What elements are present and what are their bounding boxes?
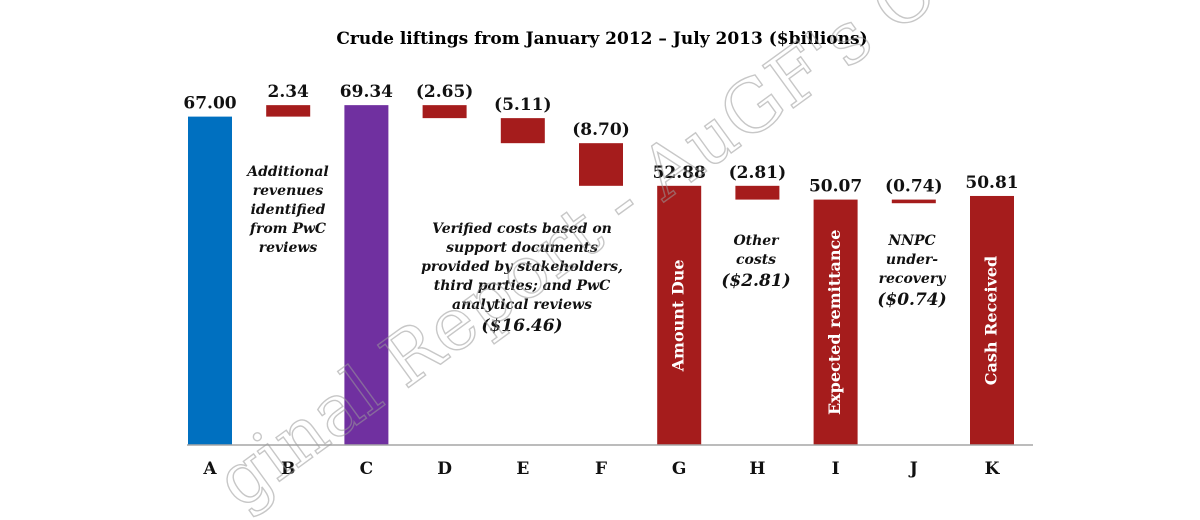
bars-layer [188,105,1014,446]
value-labels: 67.00 2.34 69.34 (2.65) (5.11) (8.70) 52.88 (2.… [183,82,1018,196]
tick-label-i: I [832,459,840,479]
bar-e [500,118,545,144]
value-label-j: (0.74) [885,177,943,197]
value-label-a: 67.00 [183,94,236,114]
bar-g [657,185,702,445]
annotation-verified-costs: Verified costs based on support documents… [421,221,623,336]
annotation-line: provided by stakeholders, [421,259,623,275]
value-label-f: (8.70) [572,120,630,140]
annotation-line: analytical reviews [452,297,592,313]
tick-label-g: G [672,459,687,479]
value-label-b: 2.34 [267,82,309,102]
value-label-e: (5.11) [494,95,552,115]
bar-a [188,116,232,446]
annotation-nnpc-under-recovery: NNPC under-recovery ($0.74) [877,233,946,310]
annotation-line: reviews [259,240,318,256]
annotation-line: Other [733,233,780,249]
bar-h [735,185,780,200]
value-label-g: 52.88 [653,163,706,183]
watermark: ginal Report - AuGF's Co [200,0,985,520]
bar-d [422,105,467,119]
bar-inner-labels: Amount Due Expected remittance Cash Receiv… [669,230,1001,416]
bar-i [813,199,858,445]
bar-f [579,143,623,186]
annotation-line: third parties; and PwC [434,278,611,294]
watermark-text: ginal Report - AuGF's Co [201,0,985,520]
annotation-line: Additional [245,164,328,180]
annotation-amount: ($2.81) [721,271,790,291]
annotation-amount: ($16.46) [481,316,562,336]
bar-inner-label-k: Cash Received [982,256,1001,385]
annotation-other-costs: Other costs ($2.81) [721,233,790,291]
tick-label-b: B [281,459,295,479]
annotation-line: Verified costs based on [432,221,612,237]
value-label-d: (2.65) [416,82,474,102]
annotation-line: recovery [879,271,947,287]
annotation-additional-revenues: Additional revenues identified from PwC revi… [245,164,328,256]
annotations: Additional revenues identified from PwC revi… [245,164,946,336]
value-label-i: 50.07 [809,177,862,197]
annotation-line: identified [251,202,326,218]
bar-inner-label-i: Expected remittance [825,230,844,416]
tick-label-j: J [908,459,918,479]
tick-label-d: D [437,459,452,479]
bar-b [266,105,311,117]
annotation-line: from PwC [249,221,326,237]
tick-label-f: F [595,459,607,479]
tick-label-a: A [202,459,217,479]
x-tick-labels: A B C D E F G H I J K [202,459,1000,479]
bar-c [344,105,389,446]
bar-inner-label-g: Amount Due [669,259,688,372]
tick-label-k: K [985,459,1001,479]
annotation-line: support documents [446,240,598,256]
value-label-c: 69.34 [340,82,393,102]
tick-label-c: C [360,459,374,479]
annotation-line: NNPC [887,233,935,249]
value-label-k: 50.81 [965,173,1018,193]
tick-label-h: H [749,459,765,479]
value-label-h: (2.81) [729,163,787,183]
bar-k [970,195,1014,445]
chart-title: Crude liftings from January 2012 – July … [336,29,867,49]
tick-label-e: E [516,459,529,479]
annotation-amount: ($0.74) [877,290,946,310]
annotation-line: revenues [253,183,324,199]
annotation-line: under- [886,252,938,268]
bar-j [891,199,936,204]
annotation-line: costs [736,252,776,268]
